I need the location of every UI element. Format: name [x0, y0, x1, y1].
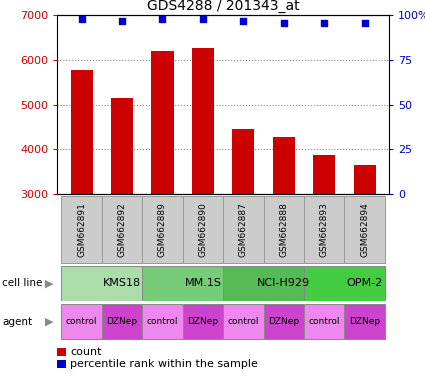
Point: [78, 16, 85, 22]
Text: NCI-H929: NCI-H929: [257, 278, 310, 288]
Bar: [142, 266, 223, 301]
Bar: [102, 304, 142, 339]
Text: control: control: [147, 317, 178, 326]
Text: ▶: ▶: [45, 316, 53, 327]
Text: GSM662889: GSM662889: [158, 202, 167, 257]
Text: GSM662894: GSM662894: [360, 202, 369, 257]
Bar: [192, 48, 214, 194]
Text: GSM662893: GSM662893: [320, 202, 329, 257]
Text: agent: agent: [2, 316, 32, 327]
Bar: [142, 196, 183, 263]
Point: [199, 16, 206, 22]
Text: control: control: [309, 317, 340, 326]
Text: GSM662892: GSM662892: [118, 202, 127, 257]
Text: GSM662888: GSM662888: [279, 202, 288, 257]
Bar: [223, 266, 304, 301]
Text: cell line: cell line: [2, 278, 42, 288]
Bar: [304, 266, 385, 301]
Text: ▶: ▶: [45, 278, 53, 288]
Bar: [232, 129, 255, 194]
Bar: [183, 196, 223, 263]
Bar: [273, 137, 295, 194]
Bar: [223, 304, 264, 339]
Text: percentile rank within the sample: percentile rank within the sample: [70, 359, 258, 369]
Bar: [111, 98, 133, 194]
Bar: [183, 304, 223, 339]
Point: [119, 18, 125, 24]
Text: DZNep: DZNep: [187, 317, 218, 326]
Bar: [304, 196, 344, 263]
Text: DZNep: DZNep: [268, 317, 299, 326]
Text: MM.1S: MM.1S: [184, 278, 221, 288]
Bar: [62, 196, 102, 263]
Text: DZNep: DZNep: [107, 317, 138, 326]
Bar: [142, 304, 183, 339]
Point: [321, 20, 328, 26]
Bar: [62, 304, 102, 339]
Bar: [264, 196, 304, 263]
Bar: [313, 155, 335, 194]
Bar: [264, 304, 304, 339]
Point: [280, 20, 287, 26]
Bar: [102, 196, 142, 263]
Text: DZNep: DZNep: [349, 317, 380, 326]
Bar: [344, 304, 385, 339]
Text: control: control: [66, 317, 97, 326]
Text: GSM662891: GSM662891: [77, 202, 86, 257]
Bar: [71, 70, 93, 194]
Title: GDS4288 / 201343_at: GDS4288 / 201343_at: [147, 0, 300, 13]
Bar: [223, 196, 264, 263]
Bar: [304, 304, 344, 339]
Bar: [151, 51, 173, 194]
Point: [159, 16, 166, 22]
Bar: [62, 266, 142, 301]
Text: count: count: [70, 347, 102, 357]
Text: OPM-2: OPM-2: [346, 278, 383, 288]
Text: control: control: [228, 317, 259, 326]
Point: [240, 18, 247, 24]
Bar: [354, 166, 376, 194]
Text: KMS18: KMS18: [103, 278, 141, 288]
Text: GSM662890: GSM662890: [198, 202, 207, 257]
Bar: [344, 196, 385, 263]
Text: GSM662887: GSM662887: [239, 202, 248, 257]
Point: [361, 20, 368, 26]
